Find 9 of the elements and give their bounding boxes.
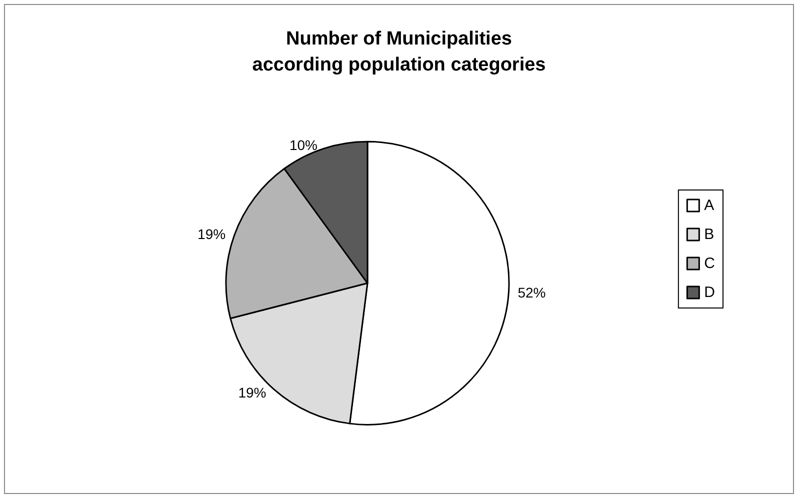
legend-label: D: [704, 284, 716, 301]
data-label: 10%: [289, 136, 318, 153]
data-label: 19%: [238, 384, 266, 400]
data-label: 19%: [198, 226, 226, 242]
legend-label: B: [704, 226, 714, 243]
chart-title: Number of Municipalities according population categories: [252, 28, 546, 76]
data-label: 52%: [518, 284, 546, 300]
legend-label: A: [704, 197, 714, 214]
legend-label: C: [704, 255, 716, 272]
